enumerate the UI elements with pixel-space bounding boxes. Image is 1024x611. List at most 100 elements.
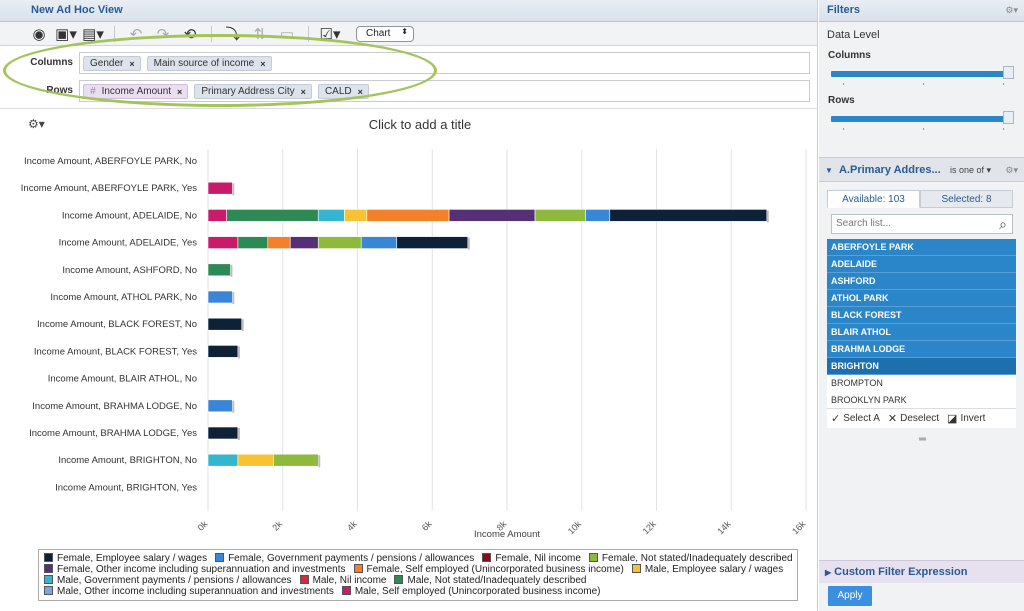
bar-segment[interactable] [207,181,233,195]
city-list-item[interactable]: BLAIR ATHOL [827,324,1016,341]
city-list-item[interactable]: BROMPTON [831,378,883,388]
bar-segment[interactable] [273,453,319,467]
city-list-item[interactable]: ABERFOYLE PARK [827,239,1016,256]
bar-segment[interactable] [207,345,239,358]
columns-label: Columns [30,57,73,68]
legend-item[interactable]: Male, Employee salary / wages [631,564,783,575]
legend-item[interactable]: Male, Self employed (Unincorporated busi… [341,586,601,597]
bar-segment[interactable] [207,317,242,331]
remove-icon[interactable]: × [260,58,266,69]
options-icon[interactable]: ☑▾ [319,25,341,43]
row-pill-income-amount[interactable]: # Income Amount × [83,83,189,99]
column-pill-gender[interactable]: Gender × [83,55,141,71]
switch-axes-icon[interactable]: ⤵ [225,26,241,43]
remove-icon[interactable]: × [129,58,135,69]
bar-segment[interactable] [207,453,239,467]
legend-item[interactable]: Male, Nil income [299,575,386,586]
legend-item[interactable]: Female, Nil income [482,553,581,564]
remove-icon[interactable]: × [300,86,306,97]
select-all-button[interactable]: ✓ Select A [827,412,884,425]
legend-item[interactable]: Female, Other income including superannu… [44,564,346,575]
chart-type-select[interactable]: Chart ⬍ [356,25,414,42]
bar-segment[interactable] [360,236,398,249]
pill-label: Gender [90,58,124,69]
bar-segment[interactable] [317,236,362,249]
city-list-item[interactable]: BROOKLYN PARK [831,395,907,405]
collapse-triangle-icon[interactable]: ▼ [825,166,833,175]
legend-item[interactable]: Female, Employee salary / wages [44,553,207,564]
gear-icon[interactable]: ⚙▾ [1005,165,1018,175]
bar-segment[interactable] [226,209,319,222]
check-icon: ✓ [831,413,841,425]
bar-segment[interactable] [366,209,450,222]
chart-options-gear-icon[interactable]: ⚙▾ [28,117,45,131]
city-list-item[interactable]: BRAHMA LODGE [827,341,1016,358]
search-list-input[interactable]: Search list... ⌕ [831,214,1013,234]
rows-drop-zone[interactable]: # Income Amount × Primary Address City ×… [79,80,810,102]
bar-segment[interactable] [207,209,227,222]
expand-triangle-icon[interactable]: ▶ [825,568,832,577]
custom-filter-expression-header[interactable]: ▶ Custom Filter Expression [819,560,1024,583]
bar-shadow [230,264,233,277]
city-list-item[interactable]: BLACK FOREST [827,307,1016,324]
legend-item[interactable]: Female, Not stated/Inadequately describe… [588,553,793,564]
save-icon[interactable]: ▣▾ [55,25,77,43]
bar-segment[interactable] [585,209,611,222]
legend-item[interactable]: Female, Government payments / pensions /… [215,553,474,564]
chart-title-placeholder[interactable]: Click to add a title [368,117,472,132]
x-tick-label: 12k [641,519,659,537]
bar-segment[interactable] [207,263,231,277]
sort-icon[interactable]: ▭ [279,25,295,43]
legend-item[interactable]: Female, Self employed (Unincorporated bu… [353,564,624,575]
slider-handle[interactable] [1003,66,1014,79]
resize-handle-icon[interactable]: ═ [919,434,927,445]
pivot-icon[interactable]: ⇅ [253,25,267,43]
legend-item[interactable]: Male, Government payments / pensions / a… [44,575,292,586]
city-list-item[interactable]: ATHOL PARK [827,290,1016,307]
undo-icon[interactable]: ↶ [129,25,143,43]
bar-segment[interactable] [207,399,233,413]
apply-button[interactable]: Apply [828,586,872,606]
deselect-button[interactable]: ✕ Deselect [884,412,943,425]
remove-icon[interactable]: × [357,86,363,97]
filter-operator-select[interactable]: is one of ▾ [950,165,992,175]
undo-all-icon[interactable]: ⟲ [183,25,197,43]
city-list[interactable]: ABERFOYLE PARK ADELAIDE ASHFORD ATHOL PARK B… [827,239,1016,409]
rows-level-slider[interactable] [831,106,1016,134]
columns-level-slider[interactable] [831,61,1016,89]
redo-icon[interactable]: ↷ [156,25,170,43]
gear-icon[interactable]: ⚙▾ [1005,5,1018,15]
bar-segment[interactable] [344,209,368,222]
city-list-item[interactable]: BRIGHTON [827,358,1016,375]
bar-segment[interactable] [534,209,586,222]
remove-icon[interactable]: × [177,86,183,97]
bar-segment[interactable] [448,209,536,222]
row-pill-primary-address-city[interactable]: Primary Address City × [194,83,312,99]
bar-segment[interactable] [207,236,239,249]
tab-selected[interactable]: Selected: 8 [920,190,1013,208]
columns-drop-zone[interactable]: Gender × Main source of income × [79,52,810,74]
column-pill-main-source-of-income[interactable]: Main source of income × [146,55,272,71]
bar-segment[interactable] [267,236,291,249]
legend-item[interactable]: Male, Other income including superannuat… [44,586,334,597]
bar-segment[interactable] [609,209,768,222]
export-icon[interactable]: ▤▾ [82,25,104,43]
filters-title: Filters [827,4,861,16]
bar-segment[interactable] [237,236,269,249]
legend-item[interactable]: Male, Not stated/Inadequately described [394,575,586,586]
slider-handle[interactable] [1003,111,1014,124]
bar-segment[interactable] [317,209,345,222]
tab-available[interactable]: Available: 103 [827,190,920,208]
city-list-item[interactable]: ADELAIDE [827,256,1016,273]
bar-segment[interactable] [207,426,239,440]
bar-segment[interactable] [289,236,319,249]
eye-icon[interactable]: ◉ [32,25,46,43]
search-icon[interactable]: ⌕ [999,216,1007,232]
city-list-item[interactable]: ASHFORD [827,273,1016,290]
row-pill-cald[interactable]: CALD × [317,83,369,99]
invert-button[interactable]: ◪ Invert [943,412,989,425]
bar-segment[interactable] [396,236,469,249]
bar-segment[interactable] [207,290,233,304]
filter-header[interactable]: ▼ A.Primary Addres... is one of ▾ ⚙▾ [819,157,1024,182]
bar-segment[interactable] [237,453,274,467]
